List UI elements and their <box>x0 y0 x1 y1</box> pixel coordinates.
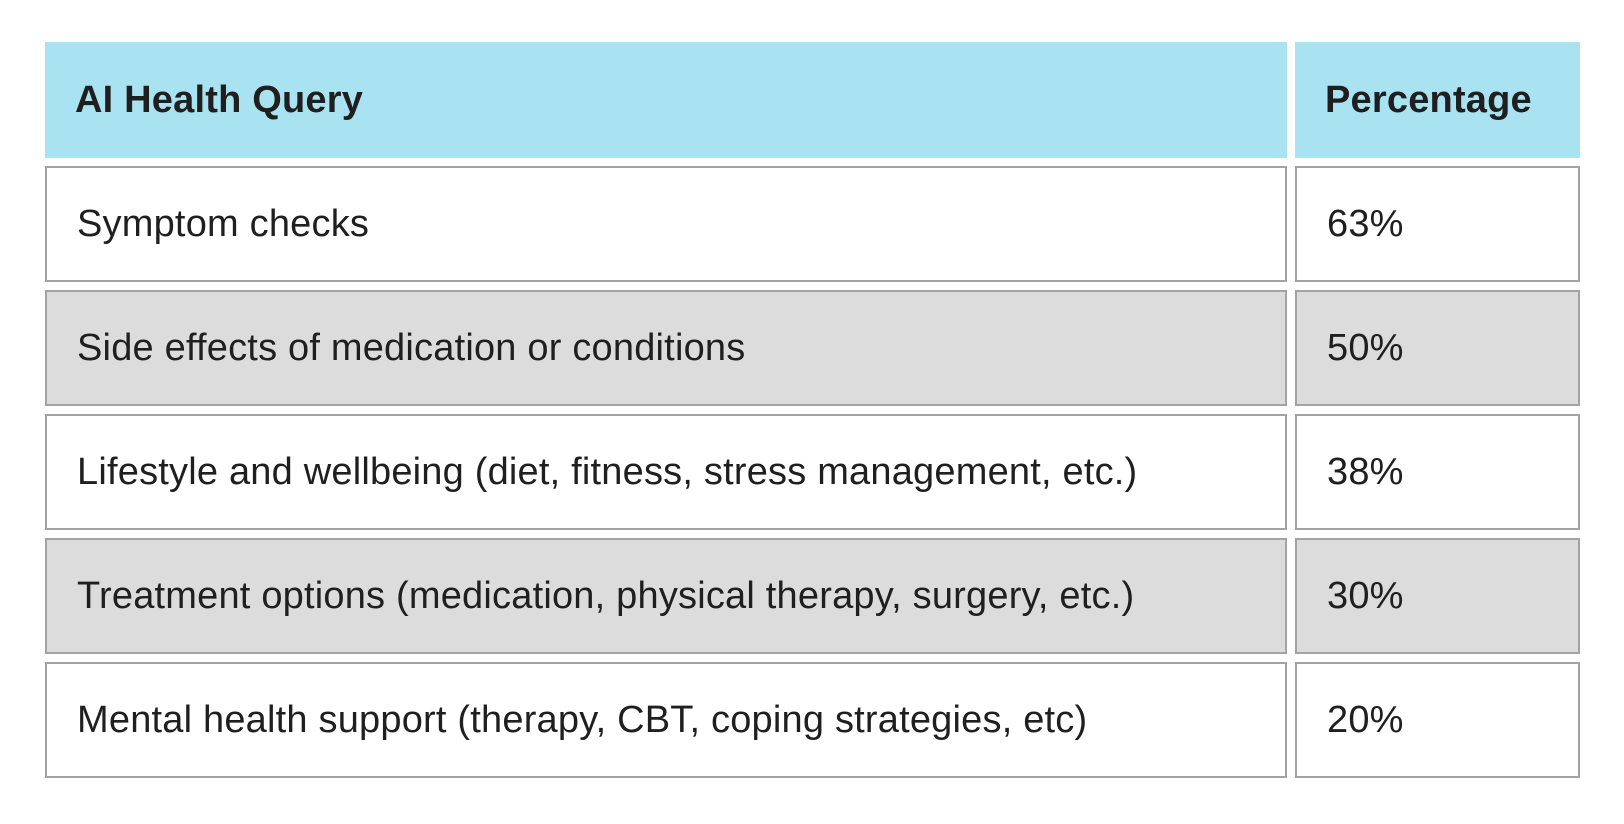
ai-health-query-table-container: AI Health Query Percentage Symptom check… <box>37 34 1588 786</box>
column-header-query: AI Health Query <box>45 42 1287 158</box>
percentage-cell: 20% <box>1295 662 1580 778</box>
table-row: Treatment options (medication, physical … <box>45 538 1580 654</box>
column-header-percentage: Percentage <box>1295 42 1580 158</box>
percentage-cell: 38% <box>1295 414 1580 530</box>
table-row: Lifestyle and wellbeing (diet, fitness, … <box>45 414 1580 530</box>
table-row: Mental health support (therapy, CBT, cop… <box>45 662 1580 778</box>
percentage-cell: 50% <box>1295 290 1580 406</box>
ai-health-query-table: AI Health Query Percentage Symptom check… <box>37 34 1588 786</box>
table-body: Symptom checks 63% Side effects of medic… <box>45 166 1580 778</box>
query-cell: Side effects of medication or conditions <box>45 290 1287 406</box>
table-row: Side effects of medication or conditions… <box>45 290 1580 406</box>
percentage-cell: 30% <box>1295 538 1580 654</box>
query-cell: Treatment options (medication, physical … <box>45 538 1287 654</box>
percentage-cell: 63% <box>1295 166 1580 282</box>
query-cell: Mental health support (therapy, CBT, cop… <box>45 662 1287 778</box>
query-cell: Lifestyle and wellbeing (diet, fitness, … <box>45 414 1287 530</box>
table-row: Symptom checks 63% <box>45 166 1580 282</box>
table-header: AI Health Query Percentage <box>45 42 1580 158</box>
header-row: AI Health Query Percentage <box>45 42 1580 158</box>
query-cell: Symptom checks <box>45 166 1287 282</box>
